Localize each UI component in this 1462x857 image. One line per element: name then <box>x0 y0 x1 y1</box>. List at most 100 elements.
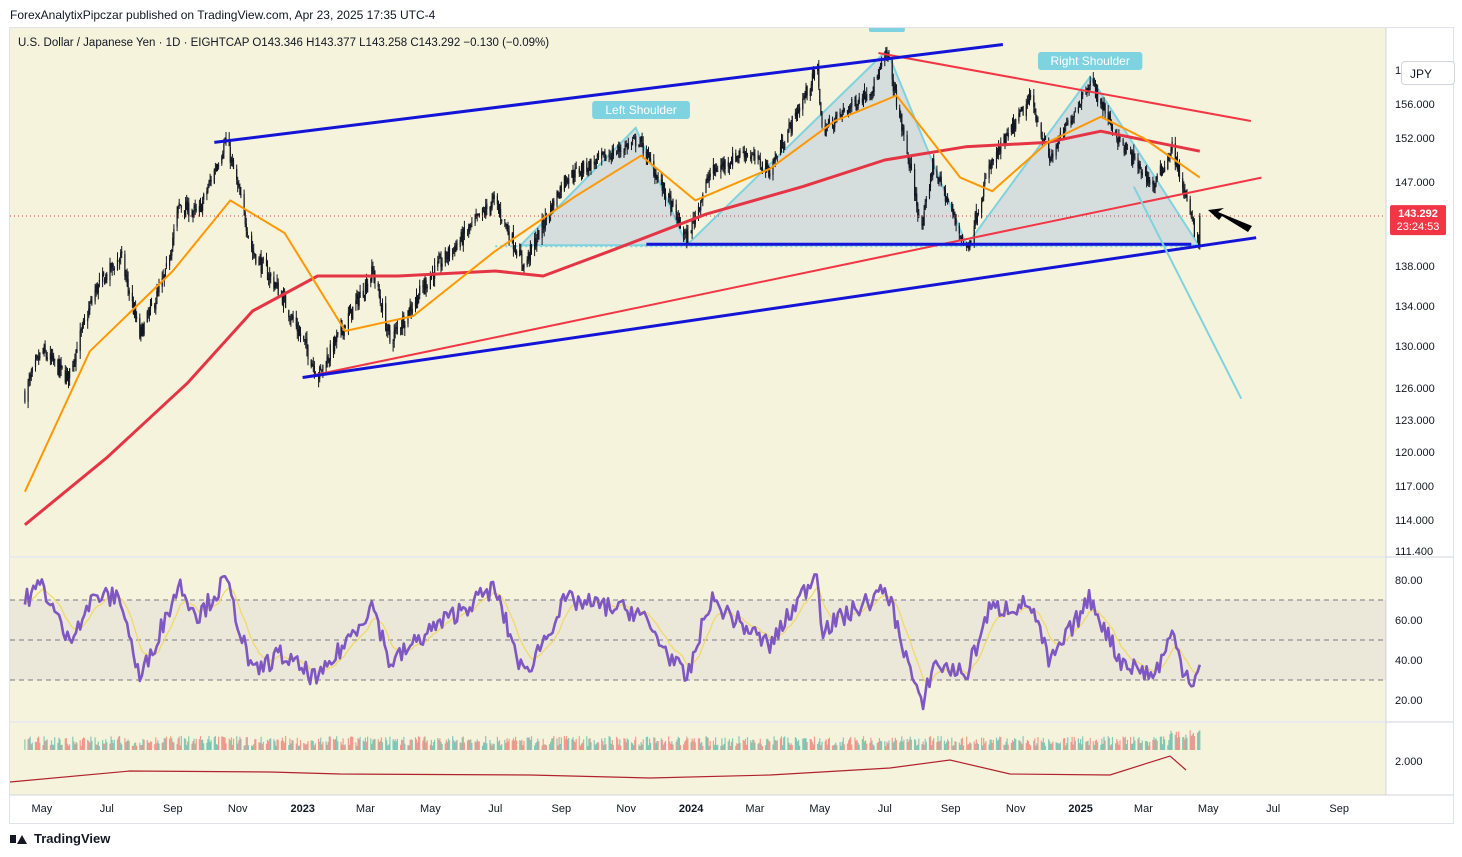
volume-bar <box>1154 739 1156 750</box>
candle-body <box>810 84 812 91</box>
candle-body <box>1064 128 1066 137</box>
volume-bar <box>74 744 76 750</box>
candle-body <box>96 284 98 293</box>
candle-body <box>581 167 584 173</box>
candle-body <box>735 153 737 162</box>
volume-bar <box>925 741 927 750</box>
price-tick-label: 126.000 <box>1395 383 1435 395</box>
candle-body <box>1051 153 1053 159</box>
volume-bar <box>483 742 485 750</box>
candle-body <box>647 153 650 155</box>
candle-body <box>780 139 783 149</box>
volume-bar <box>136 745 138 750</box>
volume-bar <box>1066 743 1068 750</box>
volume-bar <box>661 739 663 750</box>
tradingview-brand[interactable]: TradingView <box>10 831 110 846</box>
candle-body <box>478 213 480 217</box>
candle-body <box>732 152 734 166</box>
candle-body <box>1027 100 1029 103</box>
volume-bar <box>552 738 554 750</box>
candle-body <box>113 268 115 270</box>
volume-bar <box>155 737 157 750</box>
candle-body <box>617 150 619 152</box>
volume-bar <box>579 745 581 750</box>
volume-bar <box>177 738 179 750</box>
volume-bar <box>61 744 63 750</box>
volume-bar <box>348 744 351 750</box>
candle-body <box>1089 80 1091 86</box>
volume-bar <box>639 746 641 750</box>
volume-bar <box>1177 731 1180 750</box>
time-tick-label: Mar <box>745 803 764 815</box>
volume-bar <box>215 744 218 750</box>
candle-body <box>1022 106 1024 116</box>
candle-body <box>976 215 978 223</box>
volume-bar <box>27 739 29 750</box>
volume-bar <box>255 739 257 750</box>
volume-bar <box>813 736 816 750</box>
candle-body <box>89 305 91 311</box>
candle-body <box>158 286 160 293</box>
currency-button[interactable]: JPY <box>1401 61 1455 85</box>
candle-body <box>221 156 223 164</box>
candle-body <box>1178 163 1181 179</box>
candle-body <box>1154 184 1156 188</box>
volume-bar <box>225 743 227 750</box>
volume-bar <box>952 746 954 750</box>
time-tick-label: Nov <box>1006 803 1026 815</box>
candle-body <box>635 136 637 147</box>
candle-body <box>377 283 379 287</box>
candle-body <box>208 181 210 187</box>
candle-body <box>840 114 842 116</box>
volume-bar <box>921 744 923 750</box>
candle-body <box>94 290 96 302</box>
volume-bar <box>687 738 689 750</box>
volume-bar <box>676 739 678 750</box>
volume-bar <box>692 740 694 750</box>
candle-body <box>454 245 456 252</box>
volume-bar <box>124 738 126 750</box>
candle-body <box>1015 119 1017 130</box>
candle-body <box>54 359 56 361</box>
candle-body <box>968 244 970 250</box>
candle-body <box>461 232 463 244</box>
candle-body <box>106 273 108 280</box>
candle-body <box>1192 218 1194 221</box>
volume-bar <box>746 737 749 750</box>
candle-body <box>717 171 719 172</box>
candle-body <box>575 167 577 169</box>
candle-body <box>842 109 844 113</box>
volume-bar <box>401 739 403 750</box>
volume-bar <box>66 743 69 750</box>
candle-body <box>1115 131 1117 134</box>
candle-body <box>179 204 181 206</box>
volume-bar <box>295 743 297 750</box>
volume-bar <box>627 739 629 750</box>
candle-body <box>885 50 887 56</box>
candle-body <box>313 365 315 374</box>
volume-bar <box>83 738 86 750</box>
candle-body <box>1170 149 1172 157</box>
right-shoulder-badge <box>1037 52 1143 70</box>
candle-body <box>827 122 829 125</box>
candle-body <box>496 195 498 205</box>
volume-bar <box>497 741 500 750</box>
candle-body <box>155 302 157 310</box>
volume-bar <box>429 744 431 750</box>
volume-bar <box>603 744 605 750</box>
volume-bar <box>438 739 440 750</box>
volume-bar <box>743 740 745 750</box>
candle-body <box>1149 179 1151 185</box>
candle-body <box>812 71 815 78</box>
candle-body <box>1000 142 1002 154</box>
volume-bar <box>932 740 934 750</box>
volume-bar <box>213 737 215 750</box>
candle-body <box>310 359 312 366</box>
candle-body <box>588 161 590 171</box>
volume-bar <box>724 737 726 750</box>
candle-body <box>753 153 755 156</box>
candle-body <box>374 277 376 282</box>
volume-bar <box>79 740 81 750</box>
